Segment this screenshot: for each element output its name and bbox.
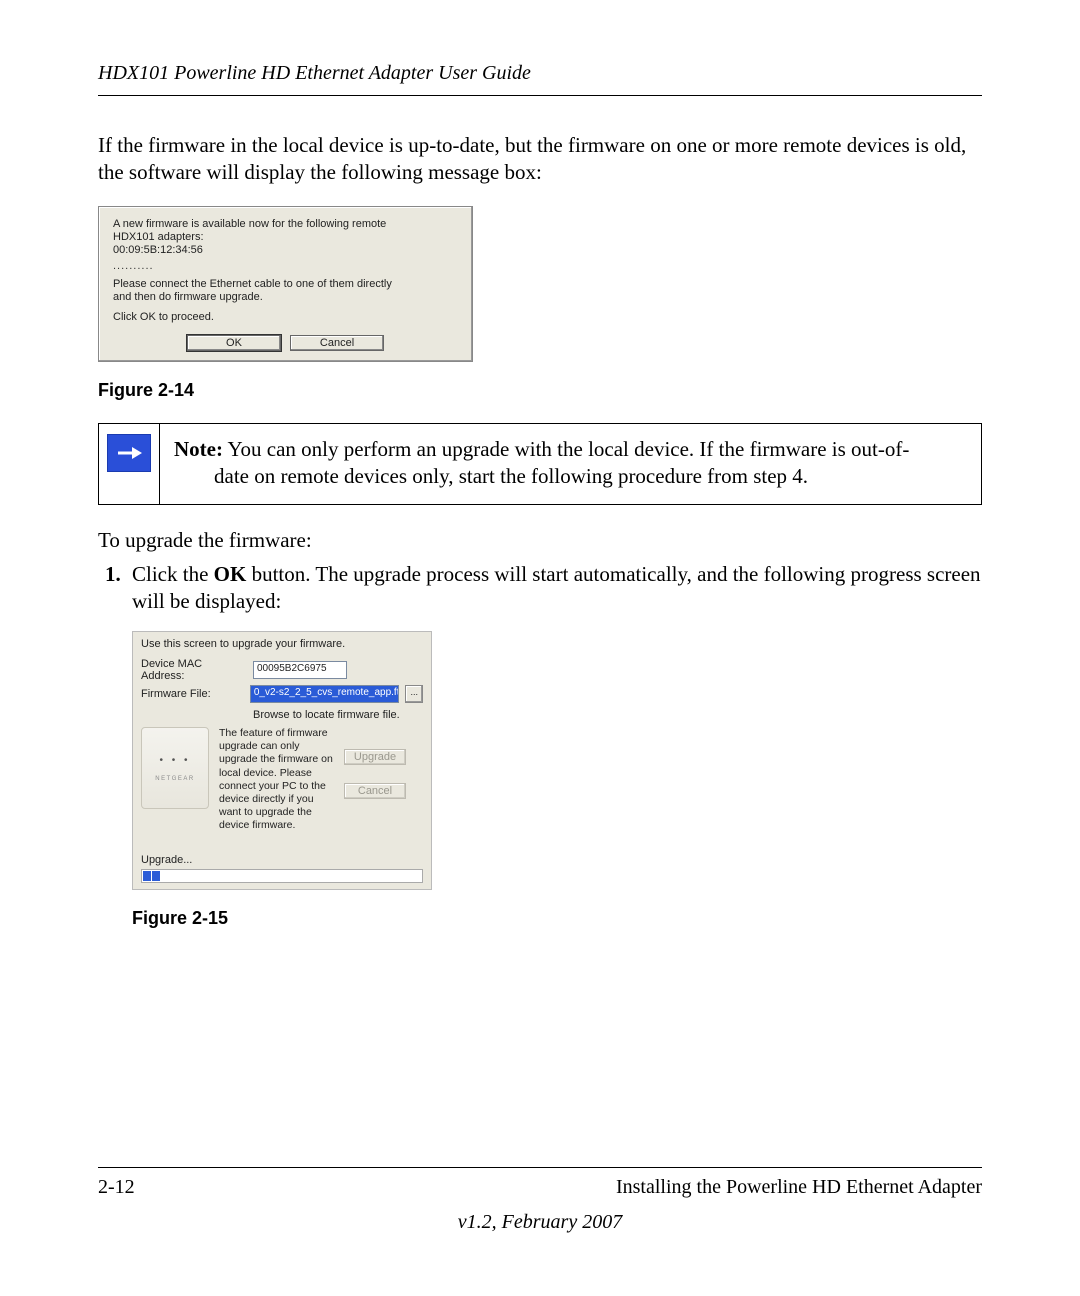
- dialog-mac: 00:09:5B:12:34:56: [113, 244, 458, 256]
- note-icon-cell: [99, 424, 160, 504]
- file-label: Firmware File:: [141, 688, 244, 700]
- intro-paragraph: If the firmware in the local device is u…: [98, 132, 982, 186]
- version-text: v1.2, February 2007: [98, 1211, 982, 1234]
- note-line2: date on remote devices only, start the f…: [174, 463, 808, 490]
- header-rule: [98, 95, 982, 96]
- section-title: Installing the Powerline HD Ethernet Ada…: [616, 1176, 982, 1199]
- step-text-post: button. The upgrade process will start a…: [132, 562, 981, 613]
- browse-text: Browse to locate firmware file.: [253, 709, 423, 721]
- status-text: Upgrade...: [141, 854, 423, 866]
- feature-text: The feature of firmware upgrade can only…: [219, 727, 334, 832]
- upgrade-dialog: Use this screen to upgrade your firmware…: [132, 631, 432, 890]
- note-text: Note: You can only perform an upgrade wi…: [160, 424, 927, 504]
- page-footer: 2-12 Installing the Powerline HD Etherne…: [98, 1167, 982, 1234]
- note-box: Note: You can only perform an upgrade wi…: [98, 423, 982, 505]
- step-text-pre: Click the: [132, 562, 214, 586]
- footer-rule: [98, 1167, 982, 1168]
- figure-caption-15: Figure 2-15: [132, 908, 982, 929]
- dialog-text: A new firmware is available now for the …: [113, 218, 458, 230]
- upgrade-button[interactable]: Upgrade: [344, 749, 406, 765]
- note-prefix: Note:: [174, 437, 223, 461]
- dialog-text: Click OK to proceed.: [113, 311, 458, 323]
- page-header-title: HDX101 Powerline HD Ethernet Adapter Use…: [98, 62, 982, 85]
- step-list: Click the OK button. The upgrade process…: [98, 561, 982, 615]
- progress-bar: [141, 869, 423, 883]
- figure-caption-14: Figure 2-14: [98, 380, 982, 401]
- cancel-button[interactable]: Cancel: [290, 335, 384, 351]
- dialog-text: and then do firmware upgrade.: [113, 291, 458, 303]
- dialog-separator: ..........: [113, 260, 458, 272]
- mac-input[interactable]: 00095B2C6975: [253, 661, 347, 679]
- file-input[interactable]: 0_v2-s2_2_5_cvs_remote_app.ftp: [250, 685, 400, 703]
- arrow-right-icon: [107, 434, 151, 472]
- dialog2-title: Use this screen to upgrade your firmware…: [141, 638, 423, 650]
- device-image: • • • NETGEAR: [141, 727, 209, 809]
- step-1: Click the OK button. The upgrade process…: [126, 561, 982, 615]
- dialog-text: HDX101 adapters:: [113, 231, 458, 243]
- step-text-bold: OK: [214, 562, 247, 586]
- message-box-dialog: A new firmware is available now for the …: [98, 206, 473, 362]
- page-number: 2-12: [98, 1176, 135, 1199]
- cancel-upgrade-button[interactable]: Cancel: [344, 783, 406, 799]
- device-brand: NETGEAR: [155, 776, 195, 782]
- dialog-text: Please connect the Ethernet cable to one…: [113, 278, 458, 290]
- device-dots-icon: • • •: [159, 755, 190, 766]
- ok-button[interactable]: OK: [187, 335, 281, 351]
- note-line1: You can only perform an upgrade with the…: [223, 437, 909, 461]
- upgrade-intro: To upgrade the firmware:: [98, 527, 982, 554]
- mac-label: Device MAC Address:: [141, 658, 247, 682]
- browse-button[interactable]: ...: [405, 685, 423, 703]
